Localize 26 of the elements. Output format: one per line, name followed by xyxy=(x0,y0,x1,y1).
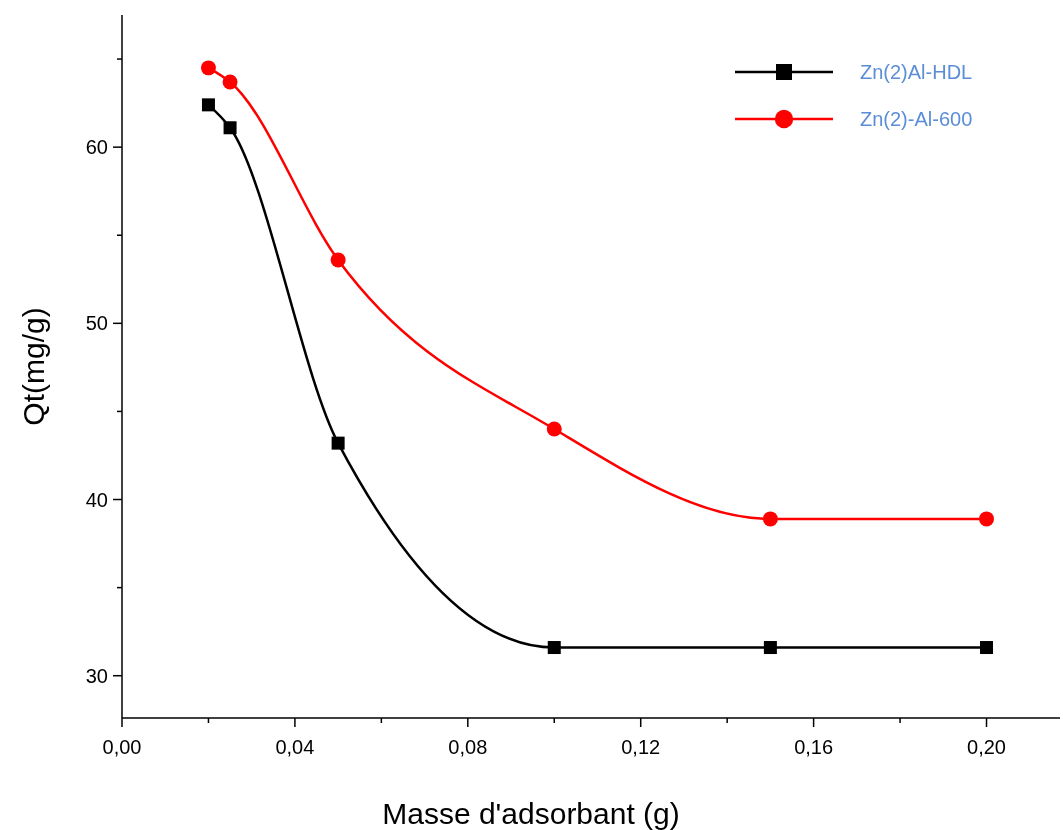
point xyxy=(763,641,777,655)
x-tick-label: 0,16 xyxy=(794,736,834,758)
point xyxy=(201,98,215,112)
y-tick-label: 50 xyxy=(85,312,108,335)
point xyxy=(200,60,216,76)
point xyxy=(223,121,237,135)
point xyxy=(762,511,778,527)
legend-label: Zn(2)Al-HDL xyxy=(860,61,973,83)
y-tick-label: 30 xyxy=(85,664,108,687)
legend-label: Zn(2)-Al-600 xyxy=(860,108,973,130)
point xyxy=(979,511,994,527)
x-axis-title: Masse d'adsorbant (g) xyxy=(382,797,680,830)
point xyxy=(980,641,994,655)
x-tick-label: 0,20 xyxy=(967,736,1006,758)
y-tick-label: 60 xyxy=(85,136,108,159)
point xyxy=(331,436,345,450)
point xyxy=(546,421,562,437)
x-tick-label: 0,00 xyxy=(102,736,142,758)
point xyxy=(222,74,238,90)
y-tick-label: 40 xyxy=(85,488,108,511)
x-tick-label: 0,12 xyxy=(621,736,661,758)
x-tick-label: 0,04 xyxy=(275,736,315,758)
x-tick-label: 0,08 xyxy=(448,736,488,758)
y-axis-title: Qt(mg/g) xyxy=(17,307,50,426)
point xyxy=(330,252,346,268)
point xyxy=(547,641,561,655)
